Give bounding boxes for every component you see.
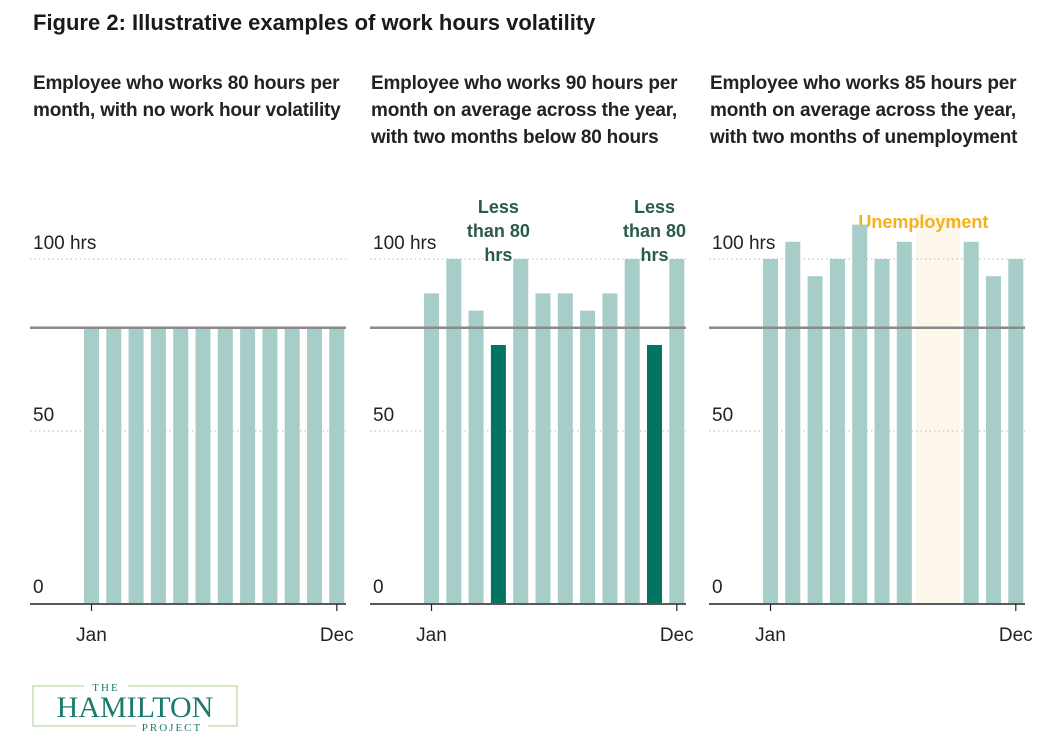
bar-jan bbox=[84, 327, 99, 603]
y-tick-label: 0 bbox=[33, 577, 44, 598]
bar-apr bbox=[490, 345, 506, 603]
bar-feb bbox=[106, 327, 122, 603]
y-tick-label: 50 bbox=[712, 405, 733, 426]
bar-apr bbox=[150, 327, 166, 603]
bar-jul bbox=[557, 293, 573, 603]
bar-aug bbox=[580, 310, 596, 603]
panel-3-title: Employee who works 85 hours per month on… bbox=[710, 73, 1018, 148]
bar-nov bbox=[307, 327, 322, 603]
y-tick-label: 50 bbox=[33, 405, 54, 426]
svg-text:HAMILTON: HAMILTON bbox=[57, 691, 214, 724]
bar-jul bbox=[896, 241, 912, 604]
bar-mar bbox=[128, 327, 144, 603]
annotation-less-than-80: hrs bbox=[484, 245, 512, 265]
bar-oct bbox=[963, 241, 979, 604]
bar-may bbox=[852, 224, 868, 603]
unemployment-label: Unemployment bbox=[858, 212, 988, 232]
bar-aug bbox=[240, 327, 256, 603]
annotation-less-than-80: Less bbox=[478, 197, 519, 217]
svg-text:THE: THE bbox=[92, 682, 119, 694]
bar-dec bbox=[1008, 259, 1024, 603]
annotation-less-than-80: than 80 bbox=[623, 221, 686, 241]
svg-text:PROJECT: PROJECT bbox=[142, 722, 202, 732]
x-tick-label: Dec bbox=[660, 625, 694, 646]
bar-sep bbox=[262, 327, 278, 603]
bar-sep bbox=[602, 293, 618, 603]
bar-may bbox=[513, 259, 529, 603]
bar-mar bbox=[468, 310, 484, 603]
annotation-less-than-80: hrs bbox=[640, 245, 668, 265]
bar-feb bbox=[785, 241, 801, 604]
annotation-less-than-80: Less bbox=[634, 197, 675, 217]
bar-jul bbox=[217, 327, 233, 603]
bar-mar bbox=[807, 276, 823, 603]
x-tick-label: Dec bbox=[999, 625, 1033, 646]
bar-feb bbox=[446, 259, 462, 603]
figure-title: Figure 2: Illustrative examples of work … bbox=[33, 10, 596, 35]
y-tick-label: 0 bbox=[712, 577, 723, 598]
panel-1-title: Employee who works 80 hours per month, w… bbox=[33, 73, 341, 121]
unemployment-band bbox=[916, 214, 960, 603]
bar-apr bbox=[829, 259, 845, 603]
y-tick-label: 100 hrs bbox=[712, 233, 775, 254]
bar-nov bbox=[647, 345, 662, 603]
bar-dec bbox=[669, 259, 685, 603]
y-tick-label: 100 hrs bbox=[33, 233, 96, 254]
x-tick-label: Jan bbox=[755, 625, 786, 646]
bar-dec bbox=[329, 327, 345, 603]
hamilton-project-logo: THE HAMILTON PROJECT bbox=[32, 680, 238, 732]
panel-2-title: Employee who works 90 hours per month on… bbox=[371, 73, 678, 148]
x-tick-label: Jan bbox=[416, 625, 447, 646]
bar-may bbox=[173, 327, 189, 603]
x-tick-label: Dec bbox=[320, 625, 354, 646]
bar-oct bbox=[284, 327, 300, 603]
y-tick-label: 50 bbox=[373, 405, 394, 426]
x-tick-label: Jan bbox=[76, 625, 107, 646]
annotation-less-than-80: than 80 bbox=[467, 221, 530, 241]
bar-jun bbox=[195, 327, 211, 603]
y-tick-label: 0 bbox=[373, 577, 384, 598]
y-tick-label: 100 hrs bbox=[373, 233, 436, 254]
bar-jun bbox=[874, 259, 890, 603]
bar-oct bbox=[624, 259, 640, 603]
bar-jan bbox=[763, 259, 778, 603]
bar-nov bbox=[986, 276, 1001, 603]
bar-jan bbox=[424, 293, 439, 603]
bar-jun bbox=[535, 293, 551, 603]
